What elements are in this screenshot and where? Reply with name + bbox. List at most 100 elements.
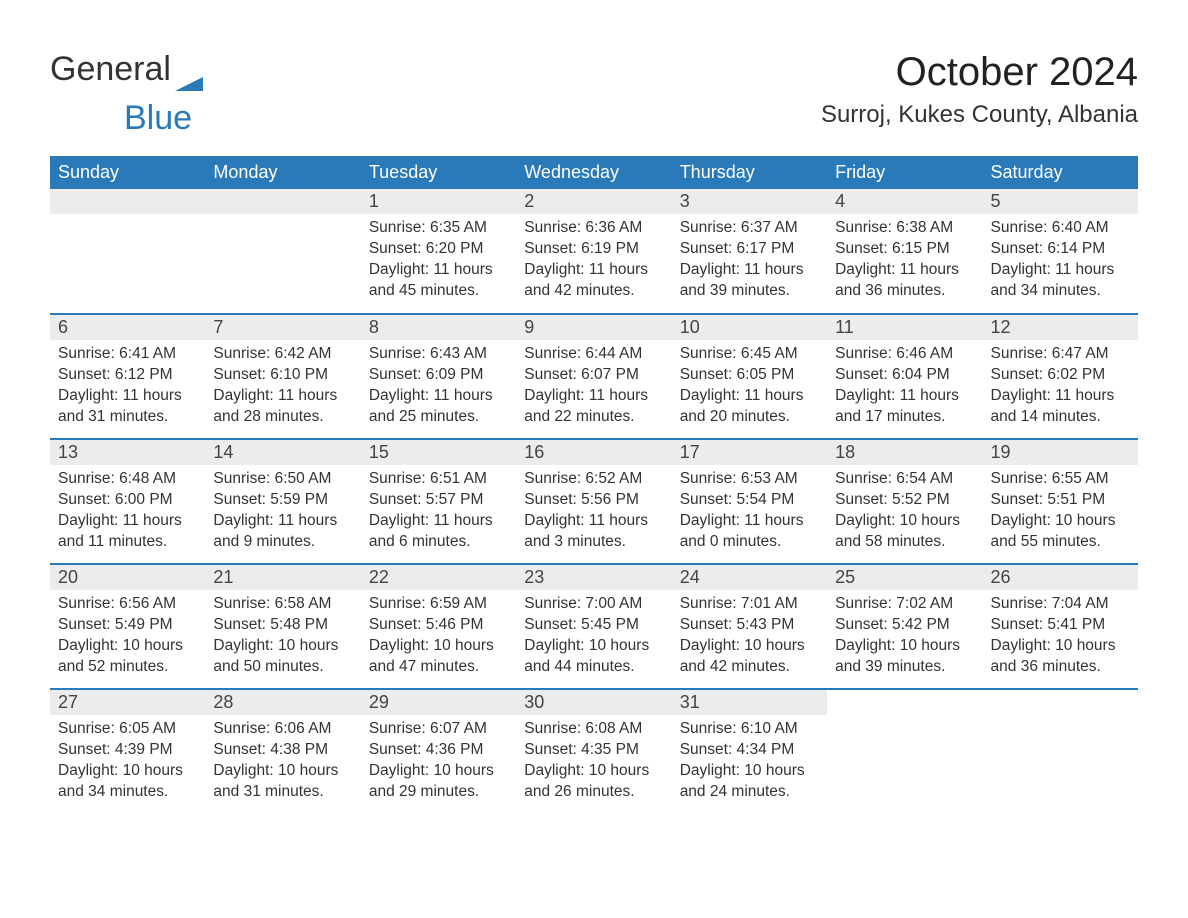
day-body: Sunrise: 6:42 AMSunset: 6:10 PMDaylight:… [205, 340, 360, 436]
day-number: 6 [50, 315, 205, 340]
sunset-text: Sunset: 5:48 PM [213, 615, 352, 636]
day-cell: 28Sunrise: 6:06 AMSunset: 4:38 PMDayligh… [205, 689, 360, 814]
day-body: Sunrise: 6:10 AMSunset: 4:34 PMDaylight:… [672, 715, 827, 811]
day-cell: 14Sunrise: 6:50 AMSunset: 5:59 PMDayligh… [205, 439, 360, 564]
weekday-header: Saturday [983, 156, 1138, 189]
day-body: Sunrise: 6:45 AMSunset: 6:05 PMDaylight:… [672, 340, 827, 436]
sunset-text: Sunset: 6:19 PM [524, 239, 663, 260]
day-body: Sunrise: 6:51 AMSunset: 5:57 PMDaylight:… [361, 465, 516, 561]
day-cell: 23Sunrise: 7:00 AMSunset: 5:45 PMDayligh… [516, 564, 671, 689]
daylight-text: Daylight: 10 hours and 42 minutes. [680, 636, 819, 678]
day-number: 26 [983, 565, 1138, 590]
day-number [983, 690, 1138, 715]
sunrise-text: Sunrise: 6:47 AM [991, 344, 1130, 365]
day-cell: 12Sunrise: 6:47 AMSunset: 6:02 PMDayligh… [983, 314, 1138, 439]
day-number: 10 [672, 315, 827, 340]
logo-blue: Blue [124, 99, 192, 138]
daylight-text: Daylight: 11 hours and 31 minutes. [58, 386, 197, 428]
sunrise-text: Sunrise: 6:48 AM [58, 469, 197, 490]
day-number: 23 [516, 565, 671, 590]
daylight-text: Daylight: 10 hours and 39 minutes. [835, 636, 974, 678]
sunrise-text: Sunrise: 6:07 AM [369, 719, 508, 740]
sunrise-text: Sunrise: 7:01 AM [680, 594, 819, 615]
day-number: 3 [672, 189, 827, 214]
day-number: 15 [361, 440, 516, 465]
sunrise-text: Sunrise: 6:45 AM [680, 344, 819, 365]
day-body: Sunrise: 6:40 AMSunset: 6:14 PMDaylight:… [983, 214, 1138, 310]
day-body: Sunrise: 6:36 AMSunset: 6:19 PMDaylight:… [516, 214, 671, 310]
daylight-text: Daylight: 11 hours and 28 minutes. [213, 386, 352, 428]
day-cell: 5Sunrise: 6:40 AMSunset: 6:14 PMDaylight… [983, 189, 1138, 314]
day-number [50, 189, 205, 214]
sunset-text: Sunset: 5:54 PM [680, 490, 819, 511]
daylight-text: Daylight: 10 hours and 31 minutes. [213, 761, 352, 803]
day-body: Sunrise: 6:55 AMSunset: 5:51 PMDaylight:… [983, 465, 1138, 561]
sunset-text: Sunset: 6:14 PM [991, 239, 1130, 260]
sunrise-text: Sunrise: 6:58 AM [213, 594, 352, 615]
daylight-text: Daylight: 10 hours and 44 minutes. [524, 636, 663, 678]
sunset-text: Sunset: 6:15 PM [835, 239, 974, 260]
day-body: Sunrise: 7:04 AMSunset: 5:41 PMDaylight:… [983, 590, 1138, 686]
day-body: Sunrise: 6:37 AMSunset: 6:17 PMDaylight:… [672, 214, 827, 310]
sunrise-text: Sunrise: 6:08 AM [524, 719, 663, 740]
day-number: 2 [516, 189, 671, 214]
sunrise-text: Sunrise: 7:04 AM [991, 594, 1130, 615]
day-body: Sunrise: 6:43 AMSunset: 6:09 PMDaylight:… [361, 340, 516, 436]
sunset-text: Sunset: 6:04 PM [835, 365, 974, 386]
weekday-header: Sunday [50, 156, 205, 189]
day-body: Sunrise: 6:56 AMSunset: 5:49 PMDaylight:… [50, 590, 205, 686]
sunset-text: Sunset: 5:46 PM [369, 615, 508, 636]
week-row: 13Sunrise: 6:48 AMSunset: 6:00 PMDayligh… [50, 439, 1138, 564]
day-cell [827, 689, 982, 814]
day-body: Sunrise: 7:01 AMSunset: 5:43 PMDaylight:… [672, 590, 827, 686]
day-body: Sunrise: 6:47 AMSunset: 6:02 PMDaylight:… [983, 340, 1138, 436]
day-cell: 15Sunrise: 6:51 AMSunset: 5:57 PMDayligh… [361, 439, 516, 564]
day-number: 9 [516, 315, 671, 340]
daylight-text: Daylight: 10 hours and 29 minutes. [369, 761, 508, 803]
day-body: Sunrise: 6:52 AMSunset: 5:56 PMDaylight:… [516, 465, 671, 561]
location: Surroj, Kukes County, Albania [821, 101, 1138, 129]
sunrise-text: Sunrise: 7:00 AM [524, 594, 663, 615]
logo: General [50, 50, 203, 89]
day-number: 11 [827, 315, 982, 340]
sunrise-text: Sunrise: 6:54 AM [835, 469, 974, 490]
week-row: 27Sunrise: 6:05 AMSunset: 4:39 PMDayligh… [50, 689, 1138, 814]
day-body: Sunrise: 7:00 AMSunset: 5:45 PMDaylight:… [516, 590, 671, 686]
logo-flag-icon [175, 61, 203, 79]
sunrise-text: Sunrise: 6:51 AM [369, 469, 508, 490]
sunrise-text: Sunrise: 6:52 AM [524, 469, 663, 490]
daylight-text: Daylight: 10 hours and 52 minutes. [58, 636, 197, 678]
sunrise-text: Sunrise: 6:46 AM [835, 344, 974, 365]
day-body: Sunrise: 6:53 AMSunset: 5:54 PMDaylight:… [672, 465, 827, 561]
day-cell: 29Sunrise: 6:07 AMSunset: 4:36 PMDayligh… [361, 689, 516, 814]
daylight-text: Daylight: 11 hours and 20 minutes. [680, 386, 819, 428]
daylight-text: Daylight: 11 hours and 6 minutes. [369, 511, 508, 553]
daylight-text: Daylight: 11 hours and 3 minutes. [524, 511, 663, 553]
month-title: October 2024 [821, 50, 1138, 95]
day-cell [983, 689, 1138, 814]
day-number: 29 [361, 690, 516, 715]
day-number: 17 [672, 440, 827, 465]
sunrise-text: Sunrise: 6:37 AM [680, 218, 819, 239]
day-body: Sunrise: 6:44 AMSunset: 6:07 PMDaylight:… [516, 340, 671, 436]
weekday-header: Friday [827, 156, 982, 189]
sunset-text: Sunset: 4:35 PM [524, 740, 663, 761]
daylight-text: Daylight: 11 hours and 39 minutes. [680, 260, 819, 302]
day-cell: 27Sunrise: 6:05 AMSunset: 4:39 PMDayligh… [50, 689, 205, 814]
day-body: Sunrise: 6:48 AMSunset: 6:00 PMDaylight:… [50, 465, 205, 561]
sunset-text: Sunset: 6:09 PM [369, 365, 508, 386]
sunrise-text: Sunrise: 6:35 AM [369, 218, 508, 239]
daylight-text: Daylight: 11 hours and 42 minutes. [524, 260, 663, 302]
sunset-text: Sunset: 5:57 PM [369, 490, 508, 511]
daylight-text: Daylight: 10 hours and 36 minutes. [991, 636, 1130, 678]
sunrise-text: Sunrise: 6:59 AM [369, 594, 508, 615]
weekday-header: Tuesday [361, 156, 516, 189]
day-number [205, 189, 360, 214]
sunset-text: Sunset: 5:51 PM [991, 490, 1130, 511]
day-number: 21 [205, 565, 360, 590]
daylight-text: Daylight: 11 hours and 17 minutes. [835, 386, 974, 428]
day-body: Sunrise: 7:02 AMSunset: 5:42 PMDaylight:… [827, 590, 982, 686]
weekday-header: Thursday [672, 156, 827, 189]
sunset-text: Sunset: 6:20 PM [369, 239, 508, 260]
day-cell: 6Sunrise: 6:41 AMSunset: 6:12 PMDaylight… [50, 314, 205, 439]
